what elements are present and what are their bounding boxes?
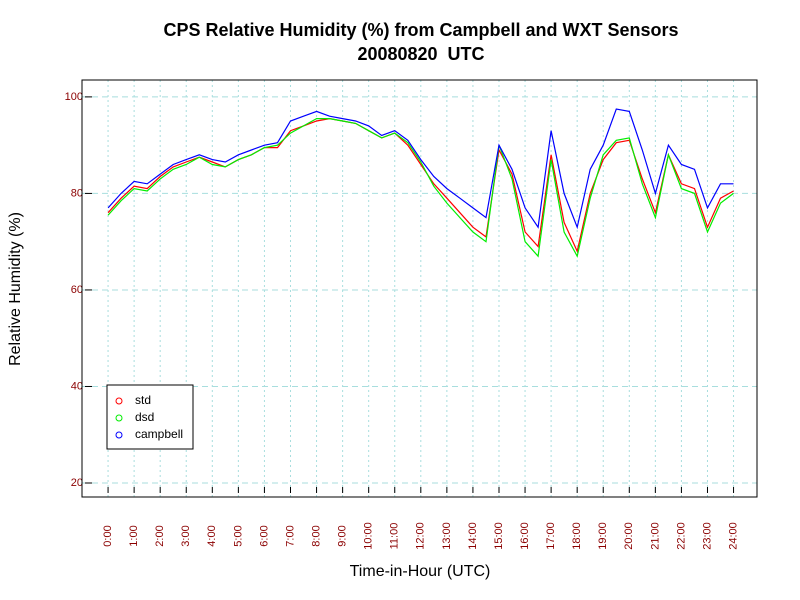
x-tick-label: 17:00 bbox=[545, 522, 557, 550]
x-tick-label: 11:00 bbox=[389, 523, 401, 550]
y-tick-label: 20 bbox=[71, 477, 83, 489]
x-tick-label: 13:00 bbox=[441, 522, 453, 550]
x-tick-label: 15:00 bbox=[493, 522, 505, 550]
legend-label: campbell bbox=[135, 427, 183, 441]
y-tick-label: 100 bbox=[65, 91, 83, 103]
series-line bbox=[107, 118, 734, 258]
legend-label: std bbox=[135, 393, 151, 407]
x-tick-label: 2:00 bbox=[154, 525, 166, 546]
chart-subtitle: 20080820 UTC bbox=[357, 44, 484, 64]
y-axis-label: Relative Humidity (%) bbox=[7, 212, 24, 366]
x-tick-label: 24:00 bbox=[727, 522, 739, 550]
legend-box bbox=[106, 384, 194, 450]
x-tick-label: 5:00 bbox=[232, 525, 244, 546]
y-tick-label: 80 bbox=[71, 187, 83, 199]
y-tick-label: 40 bbox=[71, 380, 83, 392]
y-tick-label: 60 bbox=[71, 284, 83, 296]
x-tick-label: 19:00 bbox=[597, 522, 609, 550]
x-tick-label: 14:00 bbox=[467, 522, 479, 550]
x-tick-label: 18:00 bbox=[571, 522, 583, 550]
x-tick-label: 16:00 bbox=[519, 522, 531, 550]
x-tick-label: 9:00 bbox=[337, 525, 349, 546]
x-tick-label: 4:00 bbox=[206, 525, 218, 546]
x-tick-label: 23:00 bbox=[701, 522, 713, 550]
x-tick-label: 21:00 bbox=[649, 522, 661, 550]
x-tick-label: 7:00 bbox=[284, 525, 296, 546]
series-line bbox=[107, 117, 734, 254]
x-tick-label: 22:00 bbox=[675, 522, 687, 550]
series-line bbox=[107, 108, 734, 230]
legend-label: dsd bbox=[135, 410, 154, 424]
chart-title: CPS Relative Humidity (%) from Campbell … bbox=[163, 20, 678, 40]
legend-marker bbox=[115, 414, 123, 422]
x-tick-label: 1:00 bbox=[128, 525, 140, 546]
x-tick-label: 3:00 bbox=[180, 525, 192, 546]
x-tick-label: 12:00 bbox=[415, 522, 427, 550]
x-axis-label: Time-in-Hour (UTC) bbox=[350, 563, 491, 580]
plot-frame bbox=[81, 79, 758, 498]
x-tick-label: 0:00 bbox=[102, 525, 114, 546]
legend-marker bbox=[115, 397, 123, 405]
x-tick-label: 6:00 bbox=[258, 525, 270, 546]
legend-marker bbox=[115, 431, 123, 439]
x-tick-label: 10:00 bbox=[363, 522, 375, 550]
x-tick-label: 20:00 bbox=[623, 522, 635, 550]
x-tick-label: 8:00 bbox=[310, 525, 322, 546]
